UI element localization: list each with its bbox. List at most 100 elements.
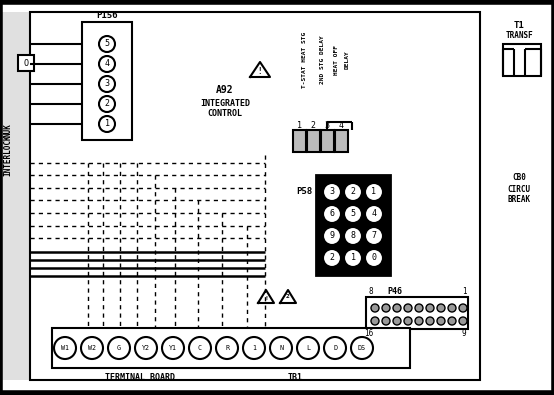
Bar bbox=[52, 328, 410, 368]
Circle shape bbox=[243, 337, 265, 359]
Text: 8: 8 bbox=[351, 231, 356, 241]
Circle shape bbox=[393, 317, 401, 325]
Circle shape bbox=[365, 249, 383, 267]
Text: 2ND STG DELAY: 2ND STG DELAY bbox=[320, 36, 325, 85]
Text: 6: 6 bbox=[330, 209, 335, 218]
Text: T1: T1 bbox=[514, 21, 525, 30]
Text: DELAY: DELAY bbox=[345, 51, 350, 70]
Circle shape bbox=[216, 337, 238, 359]
Text: 9: 9 bbox=[330, 231, 335, 241]
Text: R: R bbox=[225, 345, 229, 351]
Text: HEAT OFF: HEAT OFF bbox=[335, 45, 340, 75]
Text: 1: 1 bbox=[252, 345, 256, 351]
Circle shape bbox=[459, 304, 467, 312]
Circle shape bbox=[189, 337, 211, 359]
Text: L: L bbox=[306, 345, 310, 351]
Text: 8: 8 bbox=[369, 286, 373, 295]
Bar bbox=[366, 297, 468, 329]
Text: 3: 3 bbox=[330, 188, 335, 196]
Text: BREAK: BREAK bbox=[507, 196, 531, 205]
Text: 3: 3 bbox=[105, 79, 110, 88]
Bar bbox=[0, 12, 30, 380]
Text: G: G bbox=[117, 345, 121, 351]
Circle shape bbox=[108, 337, 130, 359]
Text: 1: 1 bbox=[461, 286, 466, 295]
Bar bbox=[503, 44, 541, 76]
Text: P156: P156 bbox=[96, 11, 118, 21]
Text: C: C bbox=[198, 345, 202, 351]
Circle shape bbox=[365, 227, 383, 245]
Bar bbox=[335, 130, 348, 152]
Text: 4: 4 bbox=[372, 209, 377, 218]
Circle shape bbox=[297, 337, 319, 359]
Circle shape bbox=[162, 337, 184, 359]
Circle shape bbox=[323, 205, 341, 223]
Circle shape bbox=[371, 304, 379, 312]
Circle shape bbox=[324, 337, 346, 359]
Circle shape bbox=[415, 304, 423, 312]
Text: 2: 2 bbox=[351, 188, 356, 196]
Text: 4: 4 bbox=[338, 122, 343, 130]
Circle shape bbox=[448, 317, 456, 325]
Text: !: ! bbox=[258, 66, 262, 75]
Circle shape bbox=[459, 317, 467, 325]
Circle shape bbox=[344, 249, 362, 267]
Text: CIRCU: CIRCU bbox=[507, 184, 531, 194]
Bar bbox=[316, 175, 390, 275]
Circle shape bbox=[382, 317, 390, 325]
Text: Y1: Y1 bbox=[169, 345, 177, 351]
Text: O: O bbox=[23, 58, 28, 68]
Text: 9: 9 bbox=[461, 329, 466, 339]
Text: N: N bbox=[279, 345, 283, 351]
Text: 7: 7 bbox=[372, 231, 377, 241]
Circle shape bbox=[135, 337, 157, 359]
Text: TRANSF: TRANSF bbox=[505, 32, 533, 41]
Text: W2: W2 bbox=[88, 345, 96, 351]
Circle shape bbox=[323, 249, 341, 267]
Text: T-STAT HEAT STG: T-STAT HEAT STG bbox=[302, 32, 307, 88]
Circle shape bbox=[415, 317, 423, 325]
Circle shape bbox=[344, 227, 362, 245]
Text: 2: 2 bbox=[310, 122, 315, 130]
Text: INTERLOCK: INTERLOCK bbox=[3, 134, 13, 176]
Text: 2: 2 bbox=[105, 100, 110, 109]
Text: P46: P46 bbox=[387, 286, 403, 295]
Circle shape bbox=[382, 304, 390, 312]
Circle shape bbox=[344, 205, 362, 223]
Circle shape bbox=[323, 183, 341, 201]
Circle shape bbox=[365, 183, 383, 201]
Circle shape bbox=[270, 337, 292, 359]
Bar bbox=[82, 22, 132, 140]
Text: 0: 0 bbox=[372, 254, 377, 263]
Text: 1: 1 bbox=[296, 122, 301, 130]
Circle shape bbox=[99, 116, 115, 132]
Text: 1: 1 bbox=[351, 254, 356, 263]
Bar bbox=[30, 12, 480, 380]
Circle shape bbox=[54, 337, 76, 359]
Circle shape bbox=[323, 227, 341, 245]
Text: CB0: CB0 bbox=[512, 173, 526, 182]
Circle shape bbox=[99, 76, 115, 92]
Circle shape bbox=[448, 304, 456, 312]
Circle shape bbox=[437, 304, 445, 312]
Text: A92: A92 bbox=[216, 85, 234, 95]
Text: TB1: TB1 bbox=[288, 374, 302, 382]
Text: 1: 1 bbox=[372, 188, 377, 196]
Circle shape bbox=[393, 304, 401, 312]
Text: INTEGRATED: INTEGRATED bbox=[200, 98, 250, 107]
Bar bbox=[18, 55, 34, 71]
Text: 2: 2 bbox=[330, 254, 335, 263]
Text: 4: 4 bbox=[105, 60, 110, 68]
Text: 1: 1 bbox=[105, 120, 110, 128]
Circle shape bbox=[99, 56, 115, 72]
Circle shape bbox=[344, 183, 362, 201]
Text: Y2: Y2 bbox=[142, 345, 150, 351]
Circle shape bbox=[365, 205, 383, 223]
Text: 5: 5 bbox=[105, 40, 110, 49]
Circle shape bbox=[426, 304, 434, 312]
Circle shape bbox=[426, 317, 434, 325]
Text: !: ! bbox=[264, 297, 268, 301]
Text: NUK: NUK bbox=[3, 123, 13, 137]
Circle shape bbox=[351, 337, 373, 359]
Text: 3: 3 bbox=[325, 122, 330, 130]
